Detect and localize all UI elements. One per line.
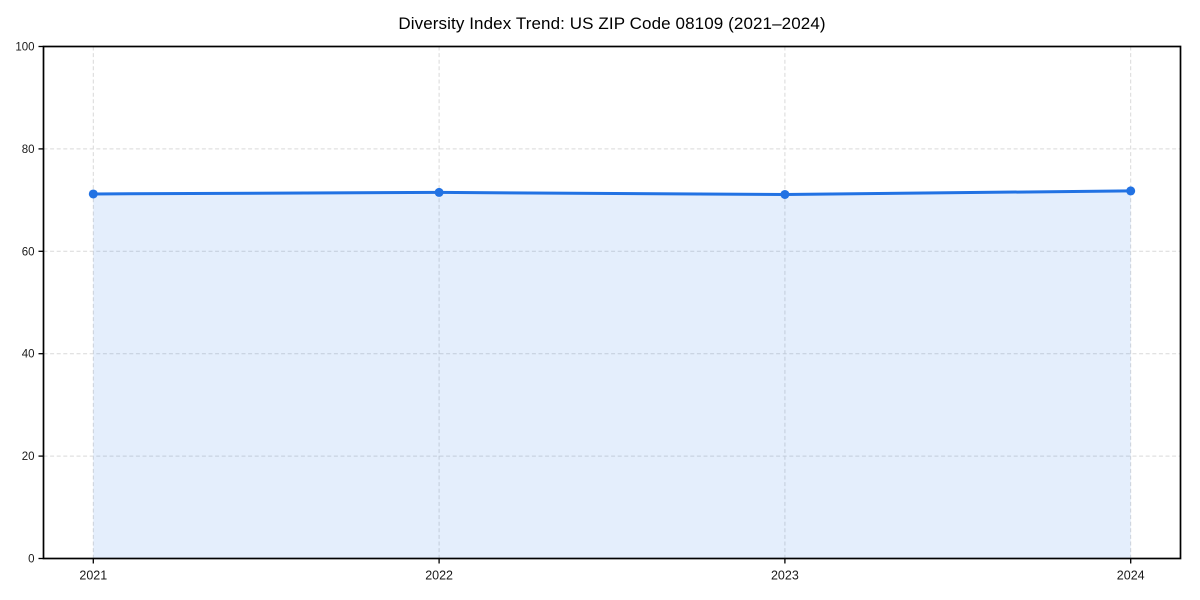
chart-title: Diversity Index Trend: US ZIP Code 08109… [398,14,826,33]
x-tick-label: 2022 [425,569,453,583]
x-tick-label: 2024 [1117,569,1145,583]
x-tick-label: 2021 [79,569,107,583]
x-tick-label: 2023 [771,569,799,583]
y-tick-label: 40 [22,349,35,361]
trend-line [91,189,1133,196]
axes-box [42,45,1182,560]
data-point-marker [434,187,444,197]
data-point-marker [780,189,790,199]
data-point-marker [1126,186,1136,196]
y-tick-label: 100 [15,42,34,54]
data-point-marker [88,189,98,199]
area-fill [93,190,1131,559]
y-tick-label: 80 [22,144,35,156]
y-tick-label: 20 [22,451,35,463]
y-tick-label: 0 [28,554,34,566]
y-tick-label: 60 [22,246,35,258]
